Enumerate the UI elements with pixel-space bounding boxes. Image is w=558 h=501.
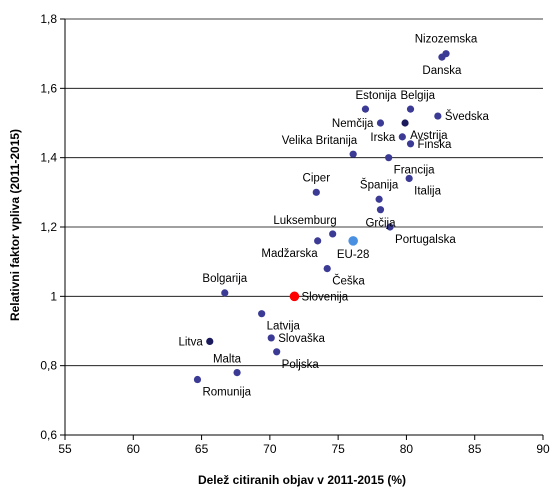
data-point--vedska xyxy=(434,112,442,120)
grid xyxy=(65,18,543,367)
y-tick-label: 1 xyxy=(50,289,57,303)
data-point-irska xyxy=(398,133,406,141)
x-tick-label: 70 xyxy=(263,442,277,456)
data-label: Velika Britanija xyxy=(282,135,358,147)
x-axis-title: Delež citiranih objav v 2011-2015 (%) xyxy=(198,473,406,487)
data-point-francija xyxy=(385,154,393,162)
data-point-portugalska xyxy=(386,223,394,231)
data-label: Slovaška xyxy=(278,333,325,345)
data-label: Nizozemska xyxy=(415,34,478,46)
data-point-gr-ija xyxy=(376,206,385,214)
data-point-luksemburg xyxy=(329,230,337,238)
data-point-ciper xyxy=(312,188,320,196)
data-point-danska xyxy=(438,53,446,61)
data-label: Belgija xyxy=(401,90,436,102)
data-label: Romunija xyxy=(202,387,251,399)
data-label: Estonija xyxy=(355,90,397,102)
x-tick-label: 80 xyxy=(400,442,414,456)
x-tick-label: 75 xyxy=(331,442,345,456)
x-tick-label: 85 xyxy=(468,442,482,456)
data-label: EU-28 xyxy=(337,249,370,261)
y-axis-ticks: 0,6 0,8 1 1,2 1,4 1,6 1,8 xyxy=(40,12,65,442)
data-point-nem-ija xyxy=(376,119,385,127)
data-point-bolgarija xyxy=(221,289,229,297)
data-label: Ciper xyxy=(303,172,331,184)
data-label: Slovenija xyxy=(301,291,348,303)
data-label: Nemčija xyxy=(332,118,374,130)
data-point-estonija xyxy=(361,105,370,113)
data-point-romunija xyxy=(193,375,202,384)
data-point-italija xyxy=(405,174,413,183)
data-label: Češka xyxy=(332,275,365,288)
data-label: Madžarska xyxy=(261,248,318,260)
data-point-finska xyxy=(406,140,415,148)
data-point-slovenija xyxy=(289,291,300,302)
data-point--e-ka xyxy=(323,265,331,273)
data-label: Latvija xyxy=(267,321,301,333)
data-label: Danska xyxy=(422,65,462,77)
y-tick-label: 1,4 xyxy=(40,151,57,165)
x-tick-label: 90 xyxy=(536,442,550,456)
data-label: Luksemburg xyxy=(273,215,336,227)
data-label: Švedska xyxy=(445,110,490,123)
y-tick-label: 1,6 xyxy=(40,81,57,95)
data-point-poljska xyxy=(273,348,281,356)
data-label: Bolgarija xyxy=(202,273,247,285)
data-label: Irska xyxy=(370,132,396,144)
data-label: Malta xyxy=(213,354,242,366)
y-tick-label: 1,2 xyxy=(40,220,57,234)
data-label: Grčija xyxy=(365,218,396,230)
data-point--panija xyxy=(375,195,383,203)
data-label: Finska xyxy=(418,139,452,151)
data-label: Portugalska xyxy=(395,234,456,246)
data-points xyxy=(193,50,450,384)
data-point-mad-arska xyxy=(314,237,322,245)
data-label: Litva xyxy=(178,336,203,348)
data-point-litva xyxy=(206,337,214,345)
data-label: Avstrija xyxy=(410,130,448,142)
data-label: Francija xyxy=(394,165,436,177)
x-tick-label: 55 xyxy=(58,442,72,456)
data-point-malta xyxy=(233,369,241,377)
data-point-avstrija xyxy=(401,119,409,127)
data-point-belgija xyxy=(406,105,415,113)
x-tick-label: 60 xyxy=(127,442,141,456)
y-axis-title: Relativni faktor vpliva (2011-2015) xyxy=(8,129,22,321)
data-label: Italija xyxy=(414,185,441,197)
y-tick-label: 0,6 xyxy=(40,428,57,442)
x-axis-ticks: 55 60 65 70 75 80 85 90 xyxy=(58,435,550,456)
y-tick-label: 1,8 xyxy=(40,12,57,26)
data-labels: Nizozemska Danska Estonija Belgija Švedska Ne… xyxy=(178,34,489,399)
data-point-latvija xyxy=(258,310,266,318)
data-label: Španija xyxy=(360,178,399,191)
data-point-eu-28 xyxy=(348,236,358,246)
y-tick-label: 0,8 xyxy=(40,359,57,373)
data-label: Poljska xyxy=(282,359,320,371)
x-tick-label: 65 xyxy=(195,442,209,456)
data-point-slova-ka xyxy=(267,334,275,342)
data-point-velika-britanija xyxy=(349,150,357,158)
